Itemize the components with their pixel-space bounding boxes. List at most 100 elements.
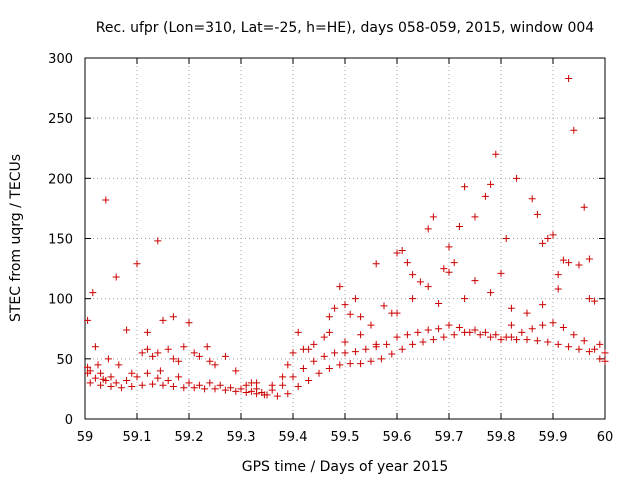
- data-point: [84, 369, 92, 377]
- data-point: [539, 321, 547, 329]
- data-point: [487, 333, 495, 341]
- data-point: [206, 379, 214, 387]
- data-point: [149, 352, 157, 360]
- data-point: [471, 277, 479, 285]
- data-point: [206, 357, 214, 365]
- x-tick-label: 59.3: [227, 430, 256, 445]
- data-point: [211, 361, 219, 369]
- data-point: [164, 376, 172, 384]
- data-point: [91, 343, 99, 351]
- data-point: [115, 361, 123, 369]
- data-point: [518, 328, 526, 336]
- data-point: [492, 150, 500, 158]
- data-point: [533, 337, 541, 345]
- data-point: [320, 333, 328, 341]
- data-point: [455, 222, 463, 230]
- data-point: [398, 247, 406, 255]
- data-point: [481, 192, 489, 200]
- data-point: [393, 249, 401, 257]
- data-point: [414, 328, 422, 336]
- data-point: [190, 349, 198, 357]
- data-point: [388, 350, 396, 358]
- data-point: [279, 373, 287, 381]
- data-point: [585, 295, 593, 303]
- data-point: [367, 357, 375, 365]
- data-point: [585, 255, 593, 263]
- data-point: [513, 336, 521, 344]
- data-point: [149, 380, 157, 388]
- data-point: [580, 203, 588, 211]
- data-point: [154, 374, 162, 382]
- data-point: [315, 369, 323, 377]
- data-point: [487, 289, 495, 297]
- data-point: [175, 357, 183, 365]
- data-point: [86, 379, 94, 387]
- data-point: [331, 304, 339, 312]
- data-point: [289, 373, 297, 381]
- y-tick-label: 250: [48, 112, 73, 127]
- data-point: [242, 381, 250, 389]
- data-point: [372, 260, 380, 268]
- data-point: [154, 237, 162, 245]
- data-point: [585, 348, 593, 356]
- data-point: [84, 363, 92, 371]
- y-tick-label: 100: [48, 293, 73, 308]
- data-point: [549, 319, 557, 327]
- data-point: [429, 336, 437, 344]
- x-tick-label: 59.7: [435, 430, 464, 445]
- data-point: [601, 349, 609, 357]
- data-point: [169, 313, 177, 321]
- data-point: [575, 261, 583, 269]
- data-point: [341, 338, 349, 346]
- data-point: [97, 381, 105, 389]
- data-point: [539, 301, 547, 309]
- data-point: [539, 239, 547, 247]
- data-point: [440, 265, 448, 273]
- data-point: [481, 328, 489, 336]
- data-point: [156, 367, 164, 375]
- data-point: [450, 331, 458, 339]
- data-point: [112, 379, 120, 387]
- data-point: [242, 389, 250, 397]
- data-point: [416, 278, 424, 286]
- data-point: [258, 389, 266, 397]
- x-tick-label: 59.1: [123, 430, 152, 445]
- data-point: [123, 326, 131, 334]
- data-point: [513, 174, 521, 182]
- data-point: [523, 309, 531, 317]
- data-point: [502, 235, 510, 242]
- data-point: [429, 213, 437, 221]
- data-point: [523, 336, 531, 344]
- data-point: [565, 259, 573, 267]
- data-point: [372, 340, 380, 348]
- data-point: [507, 304, 515, 312]
- data-point: [305, 376, 313, 384]
- data-point: [232, 367, 240, 375]
- data-point: [203, 343, 211, 351]
- data-point: [461, 295, 469, 303]
- data-point: [164, 345, 172, 353]
- data-point: [247, 387, 255, 395]
- data-point: [357, 331, 365, 339]
- data-point: [227, 384, 235, 392]
- y-tick-label: 150: [48, 233, 73, 248]
- data-point: [409, 271, 417, 279]
- data-point: [492, 331, 500, 339]
- data-point: [201, 385, 209, 393]
- data-point: [403, 331, 411, 339]
- data-point: [107, 383, 115, 391]
- data-point: [133, 260, 141, 268]
- data-point: [424, 326, 432, 334]
- data-point: [440, 333, 448, 341]
- data-point: [102, 376, 110, 384]
- data-point: [180, 384, 188, 392]
- data-point: [195, 381, 203, 389]
- data-point: [409, 340, 417, 348]
- tick-labels: 59 59.1 59.2 59.3 59.4 59.5 59.6 59.7 59.8 59.9 60…: [48, 52, 613, 445]
- data-point: [325, 328, 333, 336]
- data-point: [398, 345, 406, 353]
- data-point: [570, 126, 578, 134]
- data-point: [185, 319, 193, 327]
